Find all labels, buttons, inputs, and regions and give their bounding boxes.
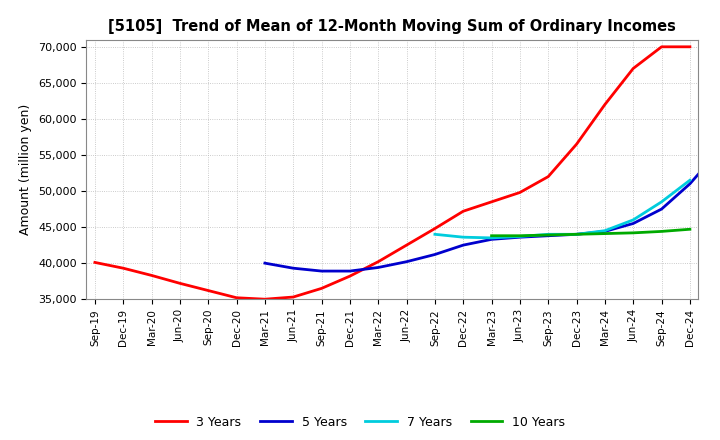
10 Years <box>629 230 637 235</box>
7 Years <box>572 231 581 237</box>
5 Years <box>516 235 524 240</box>
3 Years <box>600 102 609 107</box>
3 Years <box>629 66 637 71</box>
10 Years <box>544 232 552 238</box>
3 Years <box>261 297 269 302</box>
5 Years <box>657 206 666 212</box>
3 Years <box>374 259 382 264</box>
5 Years <box>431 252 439 257</box>
5 Years <box>318 268 326 274</box>
7 Years <box>657 199 666 205</box>
Title: [5105]  Trend of Mean of 12-Month Moving Sum of Ordinary Incomes: [5105] Trend of Mean of 12-Month Moving … <box>109 19 676 34</box>
10 Years <box>487 233 496 238</box>
5 Years <box>600 229 609 234</box>
7 Years <box>685 178 694 183</box>
Line: 7 Years: 7 Years <box>435 180 690 238</box>
3 Years <box>233 295 241 301</box>
5 Years <box>346 268 354 274</box>
3 Years <box>657 44 666 49</box>
5 Years <box>714 149 720 154</box>
5 Years <box>487 237 496 242</box>
3 Years <box>148 273 156 278</box>
7 Years <box>459 235 467 240</box>
7 Years <box>544 231 552 237</box>
10 Years <box>657 229 666 234</box>
3 Years <box>516 190 524 195</box>
5 Years <box>685 181 694 187</box>
3 Years <box>289 294 297 300</box>
Y-axis label: Amount (million yen): Amount (million yen) <box>19 104 32 235</box>
5 Years <box>544 233 552 238</box>
10 Years <box>685 227 694 232</box>
7 Years <box>487 235 496 241</box>
5 Years <box>374 265 382 270</box>
3 Years <box>91 260 99 265</box>
3 Years <box>346 274 354 279</box>
3 Years <box>119 266 127 271</box>
10 Years <box>600 231 609 236</box>
3 Years <box>685 44 694 49</box>
3 Years <box>431 226 439 231</box>
5 Years <box>629 221 637 226</box>
7 Years <box>431 231 439 237</box>
3 Years <box>402 242 411 248</box>
5 Years <box>289 266 297 271</box>
3 Years <box>487 199 496 205</box>
3 Years <box>204 288 212 293</box>
3 Years <box>176 281 184 286</box>
3 Years <box>572 142 581 147</box>
3 Years <box>318 286 326 291</box>
Line: 5 Years: 5 Years <box>265 139 720 271</box>
7 Years <box>629 217 637 223</box>
5 Years <box>459 242 467 248</box>
3 Years <box>544 174 552 179</box>
10 Years <box>572 231 581 237</box>
5 Years <box>261 260 269 266</box>
Line: 10 Years: 10 Years <box>492 229 690 236</box>
7 Years <box>516 234 524 239</box>
3 Years <box>459 209 467 214</box>
5 Years <box>402 259 411 264</box>
5 Years <box>572 231 581 237</box>
7 Years <box>600 228 609 233</box>
10 Years <box>516 233 524 238</box>
Line: 3 Years: 3 Years <box>95 47 690 299</box>
Legend: 3 Years, 5 Years, 7 Years, 10 Years: 3 Years, 5 Years, 7 Years, 10 Years <box>150 411 570 434</box>
